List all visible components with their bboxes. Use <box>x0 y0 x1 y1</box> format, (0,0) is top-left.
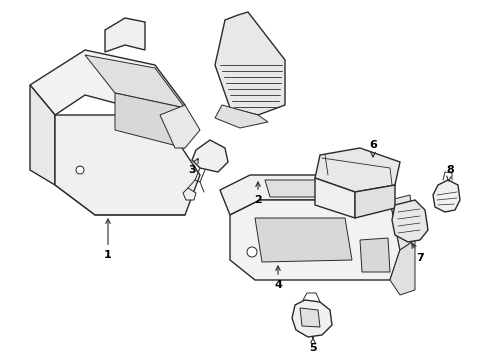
Polygon shape <box>220 175 395 215</box>
Polygon shape <box>215 12 285 115</box>
Polygon shape <box>215 105 268 128</box>
Polygon shape <box>30 50 185 115</box>
Polygon shape <box>230 200 400 280</box>
Polygon shape <box>265 180 365 197</box>
Text: 8: 8 <box>446 165 454 181</box>
Polygon shape <box>390 195 415 250</box>
Polygon shape <box>433 180 460 212</box>
Polygon shape <box>355 185 395 218</box>
Text: 7: 7 <box>412 243 424 263</box>
Polygon shape <box>292 300 332 337</box>
Polygon shape <box>55 115 200 215</box>
Circle shape <box>76 166 84 174</box>
Polygon shape <box>392 200 428 242</box>
Polygon shape <box>315 178 355 218</box>
Polygon shape <box>85 55 185 108</box>
Text: 2: 2 <box>254 182 262 205</box>
Polygon shape <box>255 218 352 262</box>
Text: 1: 1 <box>104 219 112 260</box>
Polygon shape <box>160 105 200 148</box>
Text: 3: 3 <box>188 158 198 175</box>
Polygon shape <box>183 188 196 200</box>
Text: 4: 4 <box>274 266 282 290</box>
Polygon shape <box>360 238 390 272</box>
Polygon shape <box>300 308 320 327</box>
Polygon shape <box>192 140 228 172</box>
Text: 5: 5 <box>309 337 317 353</box>
Polygon shape <box>30 85 55 185</box>
Polygon shape <box>390 240 415 295</box>
Text: 6: 6 <box>369 140 377 157</box>
Circle shape <box>247 247 257 257</box>
Polygon shape <box>105 18 145 52</box>
Polygon shape <box>315 148 400 192</box>
Polygon shape <box>115 93 185 148</box>
